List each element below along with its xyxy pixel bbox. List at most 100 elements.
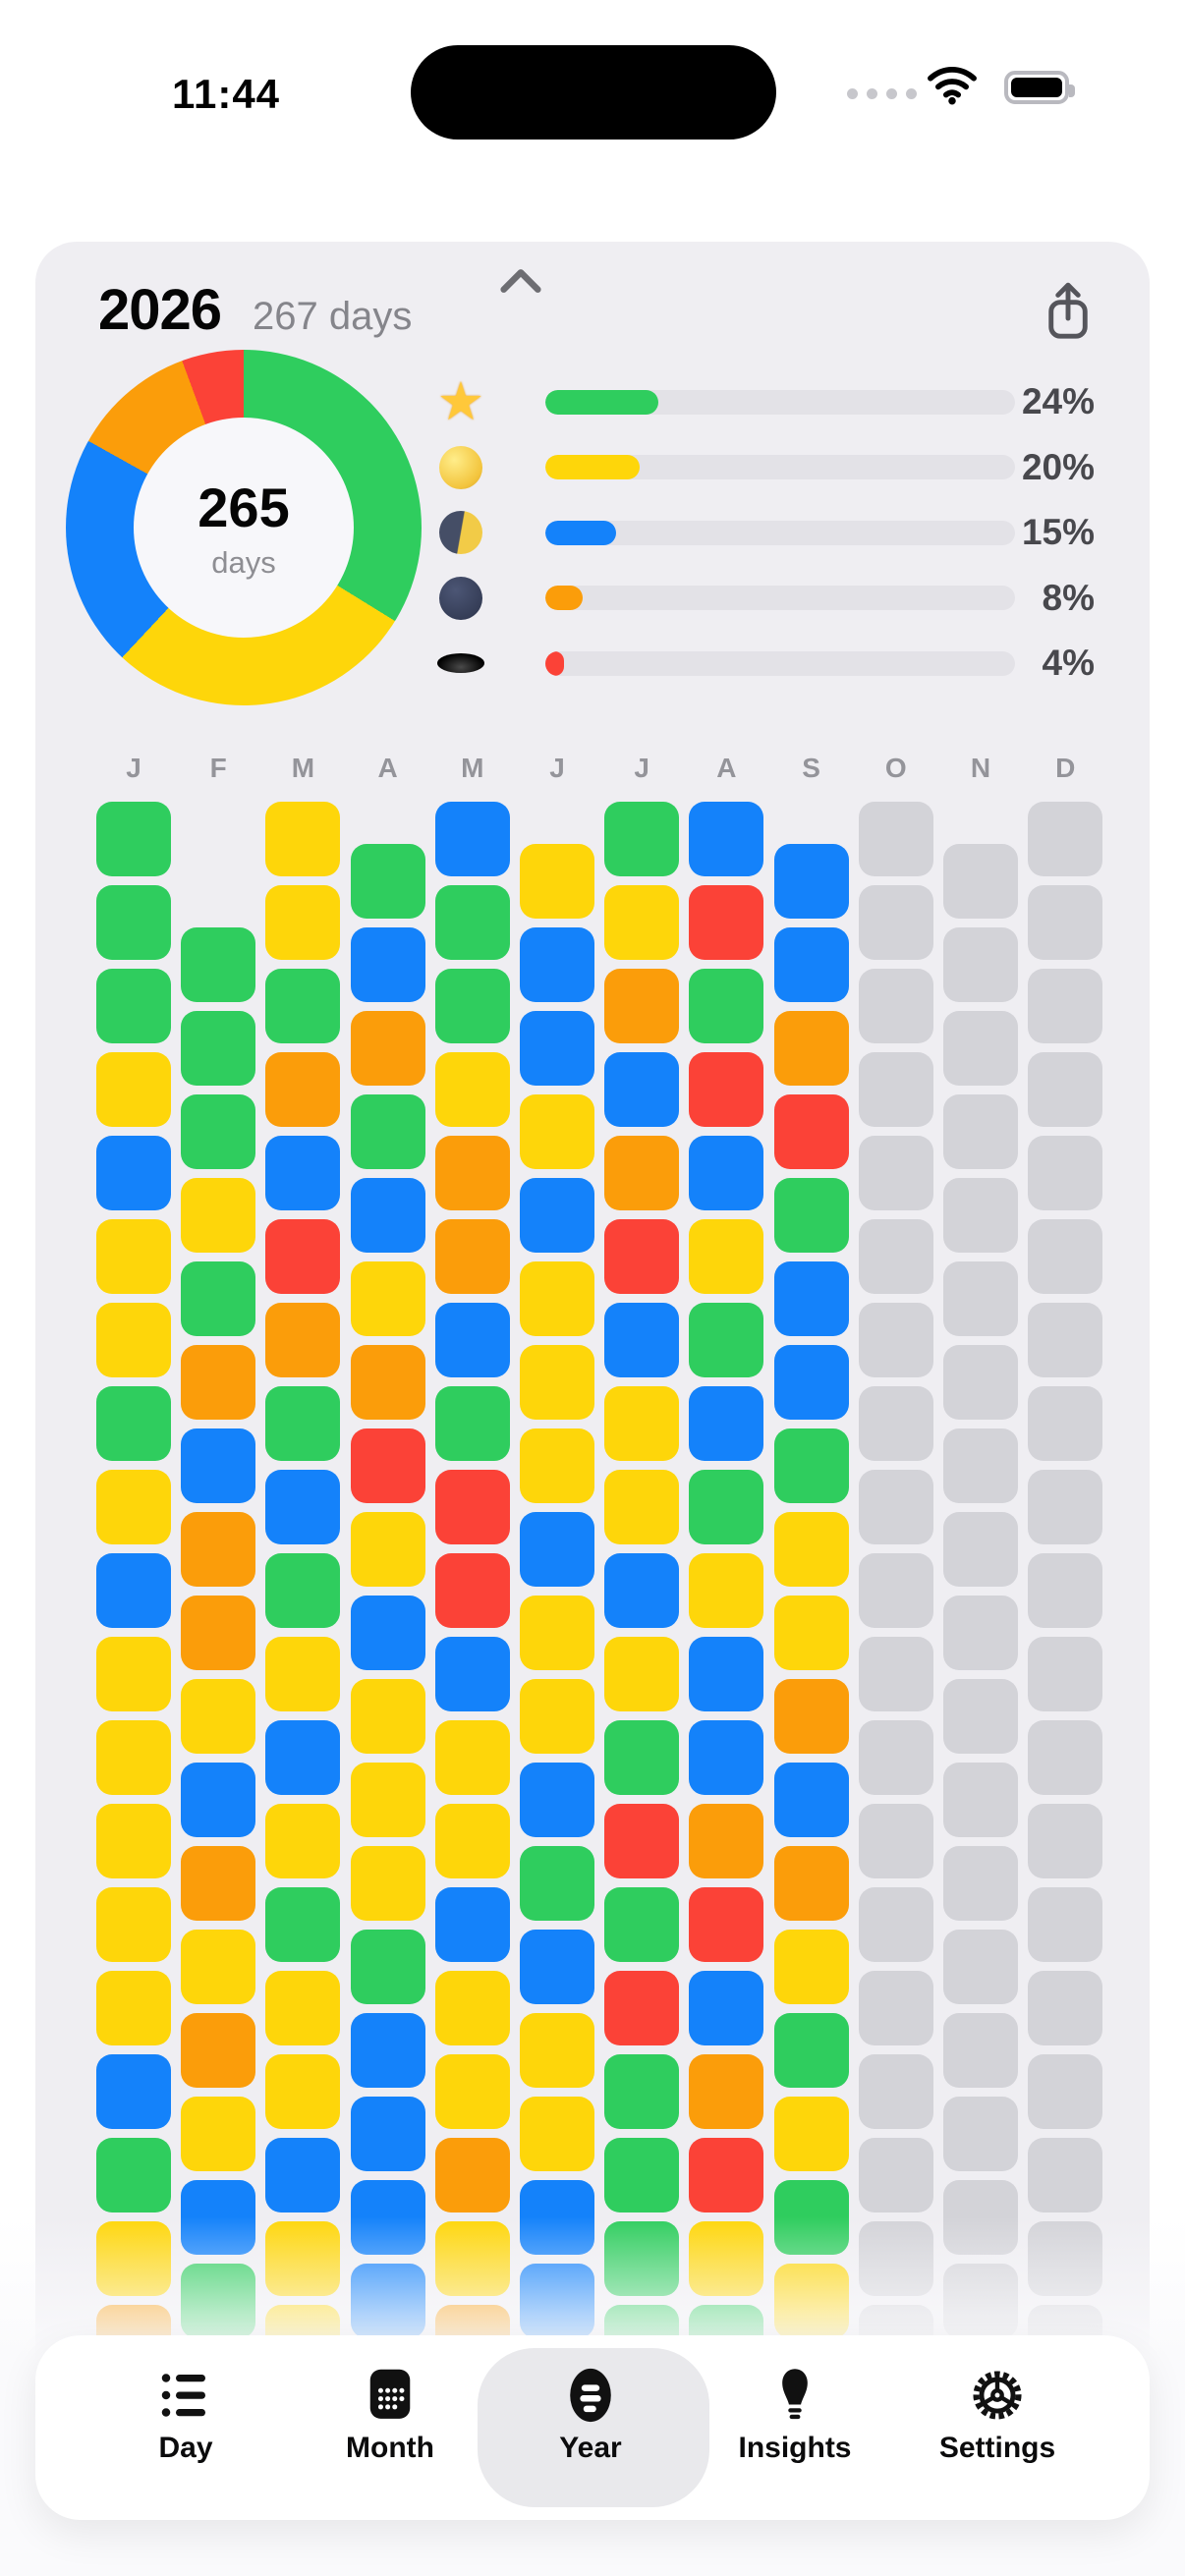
tab-settings[interactable]: Settings (914, 2335, 1081, 2520)
day-cell[interactable] (604, 969, 680, 1043)
day-cell[interactable] (265, 1971, 341, 2045)
day-cell[interactable] (434, 1720, 510, 1795)
day-cell[interactable] (773, 843, 849, 919)
day-cell[interactable] (265, 1887, 341, 1962)
day-cell[interactable] (520, 926, 594, 1002)
day-cell[interactable] (181, 1428, 256, 1503)
day-cell[interactable] (773, 1929, 849, 2004)
day-cell[interactable] (434, 2138, 510, 2212)
day-cell[interactable] (689, 1386, 764, 1461)
day-cell[interactable] (434, 1303, 510, 1377)
day-cell[interactable] (350, 2012, 425, 2088)
day-cell[interactable] (520, 843, 594, 919)
day-cell[interactable] (350, 1177, 425, 1253)
day-cell[interactable] (96, 2138, 171, 2212)
day-cell[interactable] (773, 1595, 849, 1670)
day-cell[interactable] (604, 1887, 680, 1962)
day-cell[interactable] (96, 802, 171, 876)
day-cell[interactable] (96, 1553, 171, 1628)
collapse-chevron-up-icon[interactable] (495, 261, 546, 306)
day-cell[interactable] (773, 1678, 849, 1754)
day-cell[interactable] (265, 2138, 341, 2212)
day-cell[interactable] (773, 1511, 849, 1587)
day-cell[interactable] (434, 885, 510, 960)
day-cell[interactable] (434, 802, 510, 876)
day-cell[interactable] (434, 1052, 510, 1127)
day-cell[interactable] (773, 1093, 849, 1169)
day-cell[interactable] (773, 2012, 849, 2088)
day-cell[interactable] (689, 1887, 764, 1962)
day-cell[interactable] (604, 1136, 680, 1210)
day-cell[interactable] (773, 1010, 849, 1086)
day-cell[interactable] (265, 1637, 341, 1711)
day-cell[interactable] (520, 1428, 594, 1503)
day-cell[interactable] (689, 1720, 764, 1795)
day-cell[interactable] (689, 1303, 764, 1377)
day-cell[interactable] (350, 1010, 425, 1086)
day-cell[interactable] (434, 1804, 510, 1878)
day-cell[interactable] (181, 1177, 256, 1253)
day-cell[interactable] (604, 2054, 680, 2129)
tab-month[interactable]: Month (307, 2335, 474, 2520)
day-cell[interactable] (96, 1052, 171, 1127)
day-cell[interactable] (604, 1804, 680, 1878)
day-cell[interactable] (181, 1344, 256, 1420)
day-cell[interactable] (434, 1219, 510, 1294)
day-cell[interactable] (773, 1177, 849, 1253)
day-cell[interactable] (520, 1511, 594, 1587)
day-cell[interactable] (265, 885, 341, 960)
day-cell[interactable] (434, 1470, 510, 1544)
day-cell[interactable] (181, 2012, 256, 2088)
day-cell[interactable] (350, 1929, 425, 2004)
day-cell[interactable] (689, 1553, 764, 1628)
day-cell[interactable] (265, 1136, 341, 1210)
day-cell[interactable] (96, 1971, 171, 2045)
day-cell[interactable] (773, 926, 849, 1002)
day-cell[interactable] (350, 1511, 425, 1587)
day-cell[interactable] (773, 1845, 849, 1921)
day-cell[interactable] (689, 969, 764, 1043)
day-cell[interactable] (96, 1887, 171, 1962)
day-cell[interactable] (434, 2054, 510, 2129)
day-cell[interactable] (265, 2054, 341, 2129)
day-cell[interactable] (604, 2138, 680, 2212)
day-cell[interactable] (265, 1219, 341, 1294)
day-cell[interactable] (265, 802, 341, 876)
day-cell[interactable] (181, 1845, 256, 1921)
day-cell[interactable] (434, 1971, 510, 2045)
day-cell[interactable] (689, 802, 764, 876)
day-cell[interactable] (604, 1720, 680, 1795)
day-cell[interactable] (520, 1177, 594, 1253)
day-cell[interactable] (689, 1637, 764, 1711)
day-cell[interactable] (604, 1219, 680, 1294)
day-cell[interactable] (96, 1804, 171, 1878)
day-cell[interactable] (265, 1470, 341, 1544)
day-cell[interactable] (773, 1260, 849, 1336)
day-cell[interactable] (434, 969, 510, 1043)
day-cell[interactable] (773, 1428, 849, 1503)
day-cell[interactable] (350, 1093, 425, 1169)
day-cell[interactable] (96, 1720, 171, 1795)
day-cell[interactable] (181, 1929, 256, 2004)
day-cell[interactable] (520, 1929, 594, 2004)
day-cell[interactable] (350, 843, 425, 919)
day-cell[interactable] (96, 1386, 171, 1461)
day-cell[interactable] (350, 1344, 425, 1420)
day-cell[interactable] (604, 1553, 680, 1628)
day-cell[interactable] (350, 1678, 425, 1754)
day-cell[interactable] (350, 2096, 425, 2171)
day-cell[interactable] (181, 2096, 256, 2171)
day-cell[interactable] (604, 1637, 680, 1711)
day-cell[interactable] (265, 969, 341, 1043)
day-cell[interactable] (520, 1260, 594, 1336)
day-cell[interactable] (96, 969, 171, 1043)
day-cell[interactable] (265, 1052, 341, 1127)
day-cell[interactable] (773, 1344, 849, 1420)
day-cell[interactable] (773, 1762, 849, 1837)
day-cell[interactable] (520, 1093, 594, 1169)
day-cell[interactable] (689, 1136, 764, 1210)
day-cell[interactable] (96, 1637, 171, 1711)
day-cell[interactable] (604, 1303, 680, 1377)
day-cell[interactable] (350, 1595, 425, 1670)
day-cell[interactable] (96, 1470, 171, 1544)
